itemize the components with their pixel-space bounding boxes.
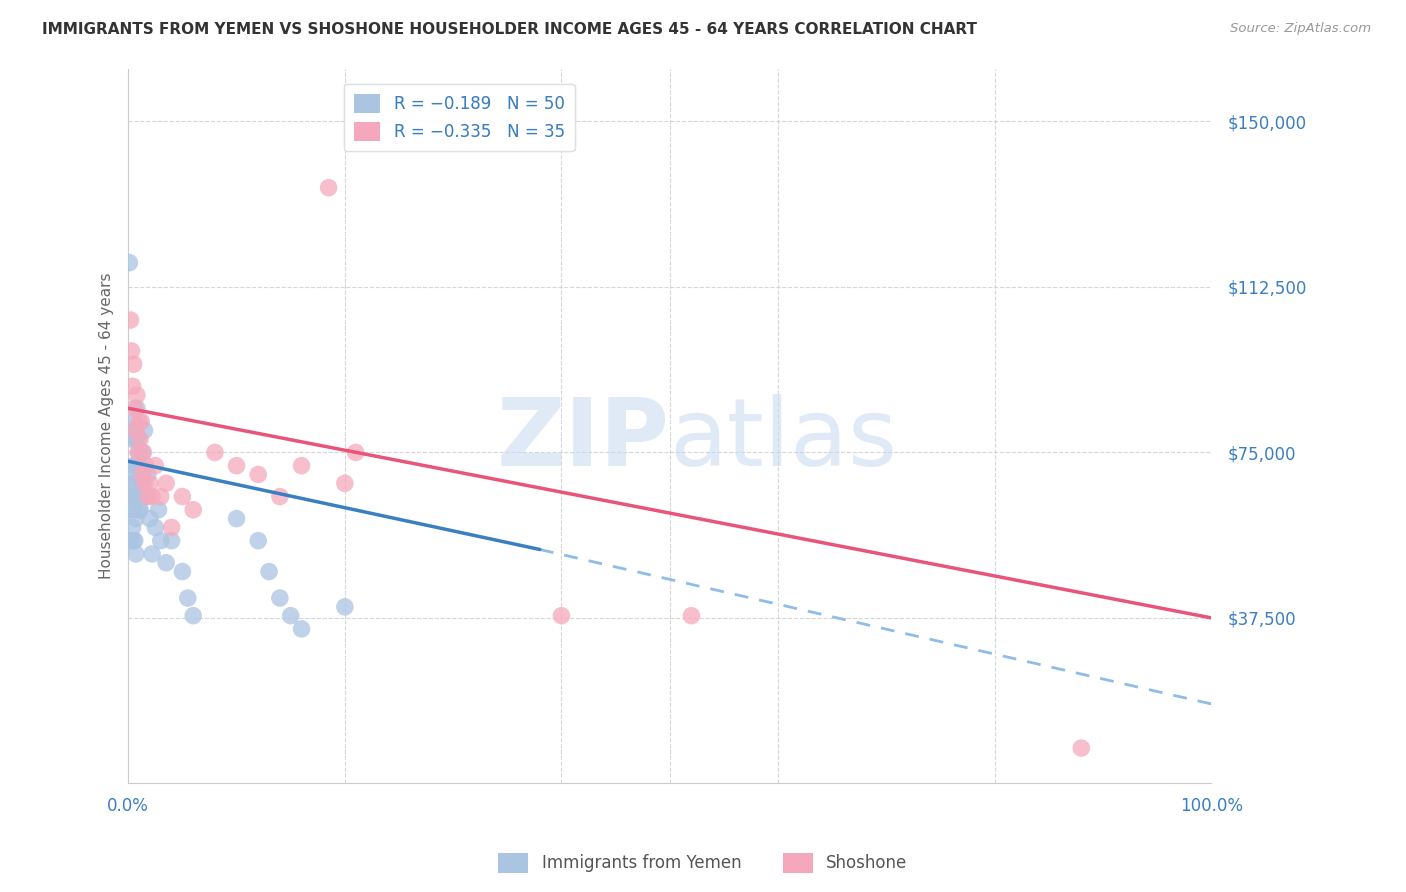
Point (143, 520, 166, 534)
Point (127, 445, 149, 459)
Point (290, 622, 312, 636)
Point (129, 476, 152, 491)
Text: atlas: atlas (669, 394, 898, 486)
Point (134, 476, 156, 491)
Point (120, 313, 142, 327)
Point (131, 445, 153, 459)
Point (129, 503, 152, 517)
Point (333, 476, 356, 491)
Point (124, 458, 146, 473)
Point (128, 445, 150, 459)
Point (280, 608, 302, 623)
Point (124, 415, 146, 429)
Point (125, 432, 148, 446)
Point (550, 608, 572, 623)
Point (132, 445, 155, 459)
Point (141, 547, 163, 561)
Point (122, 503, 145, 517)
Legend: Immigrants from Yemen, Shoshone: Immigrants from Yemen, Shoshone (492, 847, 914, 880)
Point (149, 490, 172, 504)
Point (290, 458, 312, 473)
Point (177, 591, 200, 605)
Legend: R = −0.189   N = 50, R = −0.335   N = 35: R = −0.189 N = 50, R = −0.335 N = 35 (343, 84, 575, 151)
Point (129, 458, 152, 473)
Point (204, 445, 226, 459)
Point (120, 503, 142, 517)
Point (136, 467, 159, 482)
Point (269, 591, 291, 605)
Point (120, 533, 142, 548)
Point (247, 467, 270, 482)
Point (125, 476, 148, 491)
Point (139, 511, 162, 525)
Point (135, 458, 157, 473)
Point (344, 445, 367, 459)
Point (129, 415, 152, 429)
Point (139, 476, 162, 491)
Point (122, 458, 145, 473)
Point (129, 432, 152, 446)
Point (333, 599, 356, 614)
Point (269, 490, 291, 504)
Point (125, 458, 148, 473)
Point (134, 423, 156, 437)
Point (121, 490, 143, 504)
Point (118, 255, 141, 269)
Point (125, 401, 148, 416)
Point (124, 401, 146, 416)
Point (681, 608, 703, 623)
Point (122, 423, 145, 437)
Text: Source: ZipAtlas.com: Source: ZipAtlas.com (1230, 22, 1371, 36)
Point (121, 520, 143, 534)
Point (121, 476, 143, 491)
Point (121, 379, 143, 393)
Point (125, 511, 148, 525)
Point (160, 533, 183, 548)
Point (121, 467, 143, 482)
Point (141, 490, 163, 504)
Point (121, 343, 143, 358)
Point (247, 533, 270, 548)
Point (127, 490, 149, 504)
Point (125, 388, 148, 402)
Point (124, 533, 146, 548)
Point (128, 503, 150, 517)
Point (136, 490, 159, 504)
Point (131, 467, 153, 482)
Point (181, 608, 204, 623)
Point (225, 458, 247, 473)
Point (225, 511, 247, 525)
Point (1070, 741, 1092, 756)
Point (181, 503, 204, 517)
Point (172, 490, 194, 504)
Point (155, 476, 177, 491)
Point (143, 458, 166, 473)
Point (172, 565, 194, 579)
Point (257, 565, 280, 579)
Point (121, 432, 143, 446)
Point (160, 520, 183, 534)
Point (122, 357, 145, 371)
Point (148, 503, 170, 517)
Point (128, 415, 150, 429)
Point (124, 490, 146, 504)
Text: IMMIGRANTS FROM YEMEN VS SHOSHONE HOUSEHOLDER INCOME AGES 45 - 64 YEARS CORRELAT: IMMIGRANTS FROM YEMEN VS SHOSHONE HOUSEH… (42, 22, 977, 37)
Point (135, 490, 157, 504)
Point (122, 533, 145, 548)
Point (149, 533, 172, 548)
Point (155, 556, 177, 570)
Point (125, 547, 148, 561)
Y-axis label: Householder Income Ages 45 - 64 years: Householder Income Ages 45 - 64 years (100, 273, 114, 579)
Point (318, 180, 340, 194)
Text: ZIP: ZIP (496, 394, 669, 486)
Point (127, 432, 149, 446)
Point (125, 423, 148, 437)
